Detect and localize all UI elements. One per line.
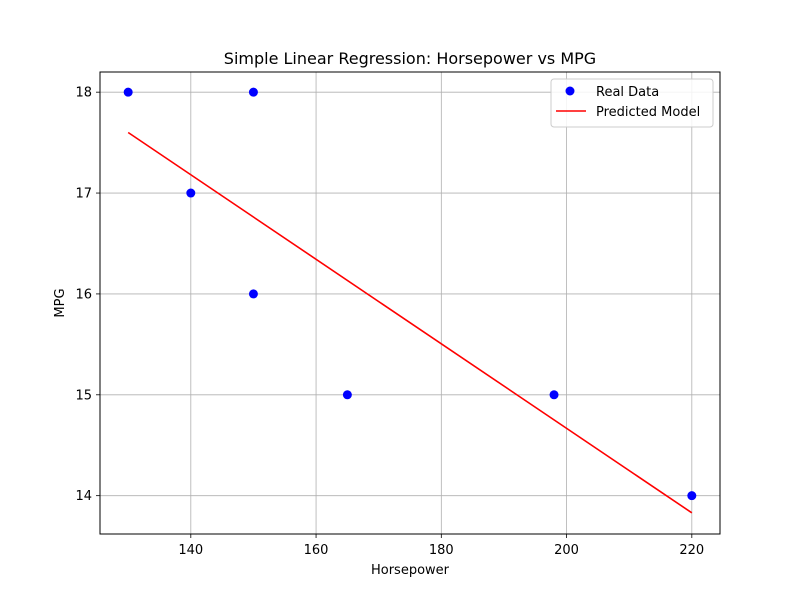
y-tick-label: 18 (75, 86, 92, 101)
data-point (248, 289, 258, 299)
x-axis-label: Horsepower (371, 563, 450, 578)
legend-box (550, 78, 714, 128)
legend-label-real-data: Real Data (596, 85, 659, 100)
legend-label-predicted-model: Predicted Model (596, 105, 700, 120)
data-point (549, 390, 559, 400)
line-series (127, 131, 693, 514)
x-tick-label: 160 (304, 543, 329, 558)
data-point (342, 390, 352, 400)
x-tick-label: 140 (178, 543, 203, 558)
y-tick-label: 14 (75, 489, 92, 504)
x-tick-label: 180 (429, 543, 454, 558)
y-tick-label: 17 (75, 187, 92, 202)
y-axis-label: MPG (53, 288, 68, 317)
x-tick-label: 220 (679, 543, 704, 558)
data-point (687, 491, 697, 501)
legend-marker-real-data (565, 86, 575, 96)
data-point (248, 87, 258, 97)
chart-title: Simple Linear Regression: Horsepower vs … (224, 49, 596, 68)
ticks: 140 160 180 200 220 14 15 16 17 18 (75, 86, 704, 558)
x-tick-label: 200 (554, 543, 579, 558)
plot-frame (99, 71, 721, 535)
y-tick-label: 16 (75, 287, 92, 302)
scatter-series (123, 87, 697, 501)
legend: Real Data Predicted Model (550, 78, 714, 128)
regression-line (127, 131, 693, 514)
data-point (186, 188, 196, 198)
y-tick-label: 15 (75, 388, 92, 403)
data-point (123, 87, 133, 97)
